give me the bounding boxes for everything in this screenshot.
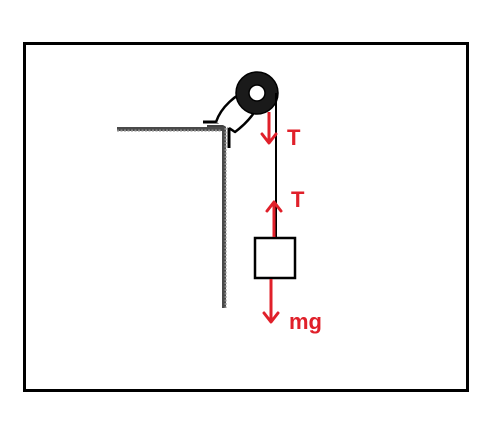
pulley-icon: [235, 71, 279, 115]
table-edge: [222, 128, 227, 308]
tension-arrow-top: [260, 112, 278, 145]
tension-label-top: T: [287, 125, 301, 150]
weight-arrow: [262, 279, 280, 324]
table-surface: [117, 127, 226, 132]
mass-block: [253, 236, 297, 280]
tension-label-block: T: [291, 187, 305, 212]
tension-arrow-block: [265, 200, 283, 237]
weight-label: mg: [289, 309, 322, 334]
